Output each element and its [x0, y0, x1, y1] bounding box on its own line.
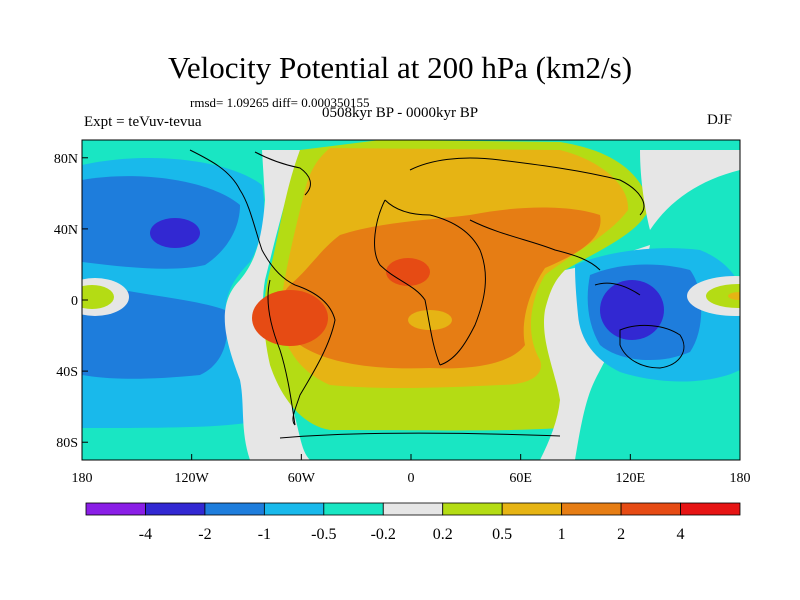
lat-label: 40N	[54, 223, 78, 238]
latitude-axis: 80N 40N 0 40S 80S	[54, 152, 88, 451]
lat-label: 80N	[54, 152, 78, 167]
coastlines	[189, 149, 685, 439]
stats-subtitle: rmsd= 1.09265 diff= 0.000350155	[190, 95, 370, 110]
lon-label: 180	[72, 471, 93, 486]
colorbar-swatch	[620, 502, 681, 516]
lat-label: 0	[71, 294, 78, 309]
colorbar-swatch	[145, 502, 206, 516]
colorbar-swatch	[382, 502, 444, 516]
colorbar-swatch	[561, 502, 622, 516]
colorbar-label: 0.5	[492, 526, 512, 543]
velocity-potential-field	[82, 140, 740, 460]
lon-label: 180	[730, 471, 751, 486]
period-label: 0508kyr BP - 0000kyr BP	[322, 105, 479, 121]
colorbar-swatch	[501, 502, 563, 516]
season-label: DJF	[707, 112, 733, 128]
colorbar-swatch	[680, 502, 741, 516]
lon-label: 0	[408, 471, 415, 486]
colorbar-label: -0.5	[311, 526, 336, 543]
plot-title: Velocity Potential at 200 hPa (km2/s)	[167, 50, 633, 85]
colorbar-label: -0.2	[371, 526, 396, 543]
colorbar-swatch	[263, 502, 325, 516]
colorbar-swatch	[442, 502, 503, 516]
lat-label: 80S	[56, 436, 78, 451]
colorbar-label: 1	[558, 526, 566, 543]
colorbar-swatch	[323, 502, 384, 516]
lon-label: 60E	[509, 471, 532, 486]
colorbar-label: 4	[677, 526, 685, 543]
lon-label: 120W	[175, 471, 210, 486]
lon-label: 60W	[288, 471, 316, 486]
lon-label: 120E	[616, 471, 646, 486]
colorbar: -4 -2 -1 -0.5 -0.2 0.2 0.5 1 2 4	[85, 502, 741, 543]
colorbar-swatch	[85, 502, 146, 516]
experiment-label: Expt = teVuv-tevua	[84, 114, 202, 130]
colorbar-swatch	[204, 502, 265, 516]
colorbar-label: -4	[139, 526, 152, 543]
colorbar-label: 0.2	[433, 526, 453, 543]
colorbar-label: -1	[258, 526, 271, 543]
longitude-axis: 180 120W 60W 0 60E 120E 180	[72, 454, 751, 486]
lat-label: 40S	[56, 365, 78, 380]
colorbar-label: -2	[198, 526, 211, 543]
colorbar-label: 2	[617, 526, 625, 543]
